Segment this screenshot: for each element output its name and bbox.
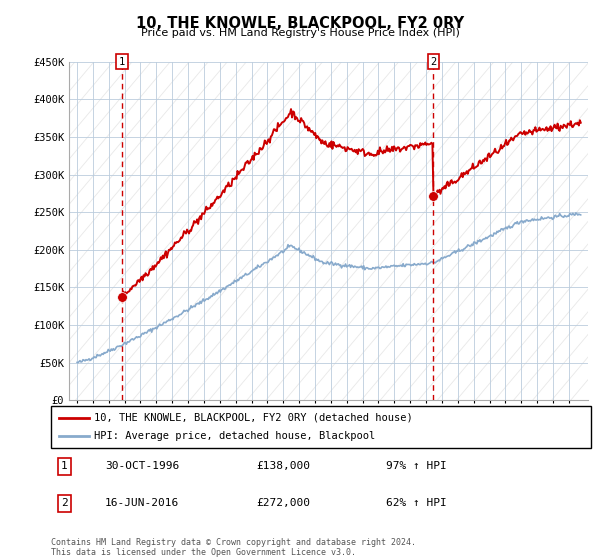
Text: £138,000: £138,000 <box>256 461 310 472</box>
Text: 2: 2 <box>61 498 68 508</box>
Text: 1: 1 <box>61 461 68 472</box>
Text: 1: 1 <box>119 57 125 67</box>
Text: 2: 2 <box>430 57 437 67</box>
Text: 97% ↑ HPI: 97% ↑ HPI <box>386 461 446 472</box>
Text: HPI: Average price, detached house, Blackpool: HPI: Average price, detached house, Blac… <box>94 431 376 441</box>
Text: 62% ↑ HPI: 62% ↑ HPI <box>386 498 446 508</box>
Text: 30-OCT-1996: 30-OCT-1996 <box>105 461 179 472</box>
Text: Contains HM Land Registry data © Crown copyright and database right 2024.
This d: Contains HM Land Registry data © Crown c… <box>51 538 416 557</box>
Text: 10, THE KNOWLE, BLACKPOOL, FY2 0RY (detached house): 10, THE KNOWLE, BLACKPOOL, FY2 0RY (deta… <box>94 413 413 423</box>
Text: £272,000: £272,000 <box>256 498 310 508</box>
Text: 16-JUN-2016: 16-JUN-2016 <box>105 498 179 508</box>
Text: Price paid vs. HM Land Registry's House Price Index (HPI): Price paid vs. HM Land Registry's House … <box>140 28 460 38</box>
Text: 10, THE KNOWLE, BLACKPOOL, FY2 0RY: 10, THE KNOWLE, BLACKPOOL, FY2 0RY <box>136 16 464 31</box>
